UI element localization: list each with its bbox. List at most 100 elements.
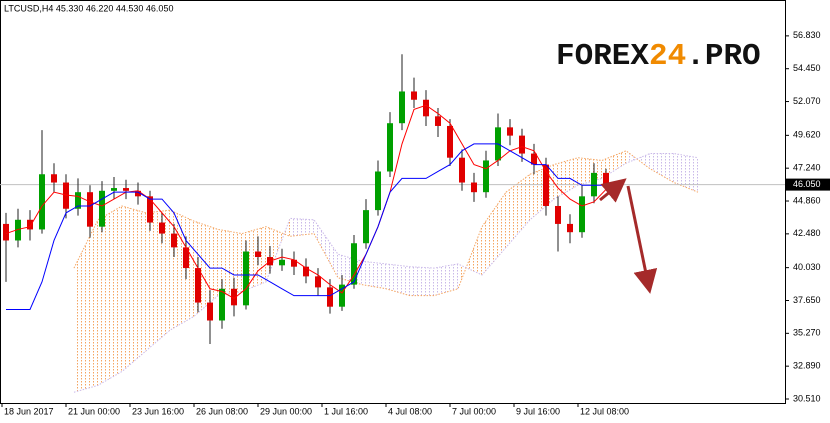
candle-body bbox=[219, 288, 225, 321]
x-tick-label: 12 Jul 08:00 bbox=[580, 406, 629, 416]
arrow bbox=[599, 178, 627, 203]
candle-body bbox=[567, 223, 573, 233]
candle-body bbox=[147, 196, 153, 223]
candle-body bbox=[51, 174, 57, 183]
watermark-part: 24 bbox=[649, 39, 686, 74]
x-tick-label: 4 Jul 08:00 bbox=[388, 406, 432, 416]
cloud-segment bbox=[674, 153, 698, 193]
candle-body bbox=[135, 190, 141, 197]
cloud-segment bbox=[146, 210, 170, 351]
candle-body bbox=[39, 174, 45, 230]
candle-body bbox=[159, 222, 165, 234]
y-tick-label: 47.240 bbox=[793, 163, 821, 173]
cloud-segment bbox=[506, 174, 530, 248]
cloud-segment bbox=[386, 263, 410, 296]
candle-body bbox=[471, 182, 477, 193]
y-tick-label: 32.890 bbox=[793, 361, 821, 371]
candle-body bbox=[543, 164, 549, 206]
arrow bbox=[626, 185, 658, 294]
cloud-segment bbox=[218, 229, 242, 296]
cloud-segment bbox=[122, 205, 146, 372]
candle-body bbox=[375, 171, 381, 211]
candle-body bbox=[399, 91, 405, 124]
candle-body bbox=[387, 123, 393, 172]
y-tick-label: 54.450 bbox=[793, 63, 821, 73]
candle-body bbox=[171, 233, 177, 248]
candle-body bbox=[231, 288, 237, 306]
candle-body bbox=[279, 259, 285, 266]
last-price-label: 46.050 bbox=[793, 179, 821, 189]
candle-body bbox=[99, 190, 105, 227]
candle-body bbox=[579, 196, 585, 233]
last-price-box bbox=[786, 178, 830, 191]
header: LTCUSD,H4 45.330 46.220 44.530 46.050 bbox=[4, 3, 173, 13]
candle-body bbox=[531, 153, 537, 165]
candle-body bbox=[75, 192, 81, 209]
candle-body bbox=[3, 223, 9, 241]
candle-body bbox=[339, 284, 345, 307]
cloud-segment bbox=[482, 192, 506, 275]
candle-body bbox=[315, 276, 321, 288]
y-tick-label: 37.650 bbox=[793, 295, 821, 305]
cloud-segment bbox=[650, 153, 674, 183]
cloud-segment bbox=[98, 205, 122, 386]
candle-body bbox=[351, 243, 357, 285]
x-tick-label: 9 Jul 16:00 bbox=[516, 406, 560, 416]
candle-body bbox=[243, 251, 249, 306]
candle-body bbox=[303, 266, 309, 277]
cloud-segment bbox=[362, 261, 386, 289]
indicator-line bbox=[6, 143, 606, 310]
candle-body bbox=[411, 91, 417, 100]
candle-body bbox=[591, 172, 597, 197]
cloud-segment bbox=[602, 150, 626, 179]
watermark-part: .PRO bbox=[686, 39, 760, 74]
cloud-segment bbox=[434, 263, 458, 296]
candle-body bbox=[435, 116, 441, 126]
candle-body bbox=[27, 219, 33, 230]
candle-body bbox=[327, 287, 333, 307]
y-tick-label: 49.620 bbox=[793, 130, 821, 140]
candle-body bbox=[447, 125, 453, 158]
candle-body bbox=[255, 251, 261, 258]
candle-body bbox=[111, 188, 117, 191]
candle-body bbox=[423, 99, 429, 117]
cloud-segment bbox=[410, 266, 434, 296]
cloud-line bbox=[73, 150, 699, 297]
y-tick-label: 35.270 bbox=[793, 328, 821, 338]
x-tick-label: 29 Jun 00:00 bbox=[260, 406, 312, 416]
y-tick-label: 30.510 bbox=[793, 393, 821, 403]
candle-body bbox=[483, 160, 489, 193]
candle-body bbox=[207, 302, 213, 321]
candle-body bbox=[87, 192, 93, 227]
watermark: FOREX24.PRO bbox=[556, 39, 761, 74]
y-tick-label: 52.070 bbox=[793, 96, 821, 106]
x-tick-label: 1 Jul 16:00 bbox=[324, 406, 368, 416]
cloud-segment bbox=[290, 218, 314, 237]
y-tick-label: 56.830 bbox=[793, 30, 821, 40]
indicator-line bbox=[5, 104, 607, 300]
candle-body bbox=[183, 247, 189, 269]
cloud-line bbox=[73, 153, 699, 393]
x-tick-label: 23 Jun 16:00 bbox=[132, 406, 184, 416]
candle-body bbox=[291, 259, 297, 267]
candle-body bbox=[603, 172, 609, 185]
x-tick-label: 7 Jul 00:00 bbox=[452, 406, 496, 416]
candle-body bbox=[459, 157, 465, 183]
cloud-segment bbox=[74, 219, 98, 393]
watermark-part: FOREX bbox=[556, 39, 649, 74]
cloud-segment bbox=[314, 219, 338, 278]
x-tick-label: 18 Jun 2017 bbox=[4, 406, 54, 416]
x-tick-label: 21 Jun 00:00 bbox=[68, 406, 120, 416]
y-tick-label: 42.480 bbox=[793, 228, 821, 238]
y-tick-label: 40.030 bbox=[793, 262, 821, 272]
candle-body bbox=[519, 135, 525, 154]
candle-body bbox=[63, 182, 69, 209]
plot bbox=[0, 54, 785, 393]
candle-body bbox=[363, 210, 369, 244]
candle-body bbox=[195, 268, 201, 303]
candle-body bbox=[555, 205, 561, 224]
candle-body bbox=[123, 188, 129, 191]
candle-body bbox=[15, 219, 21, 241]
